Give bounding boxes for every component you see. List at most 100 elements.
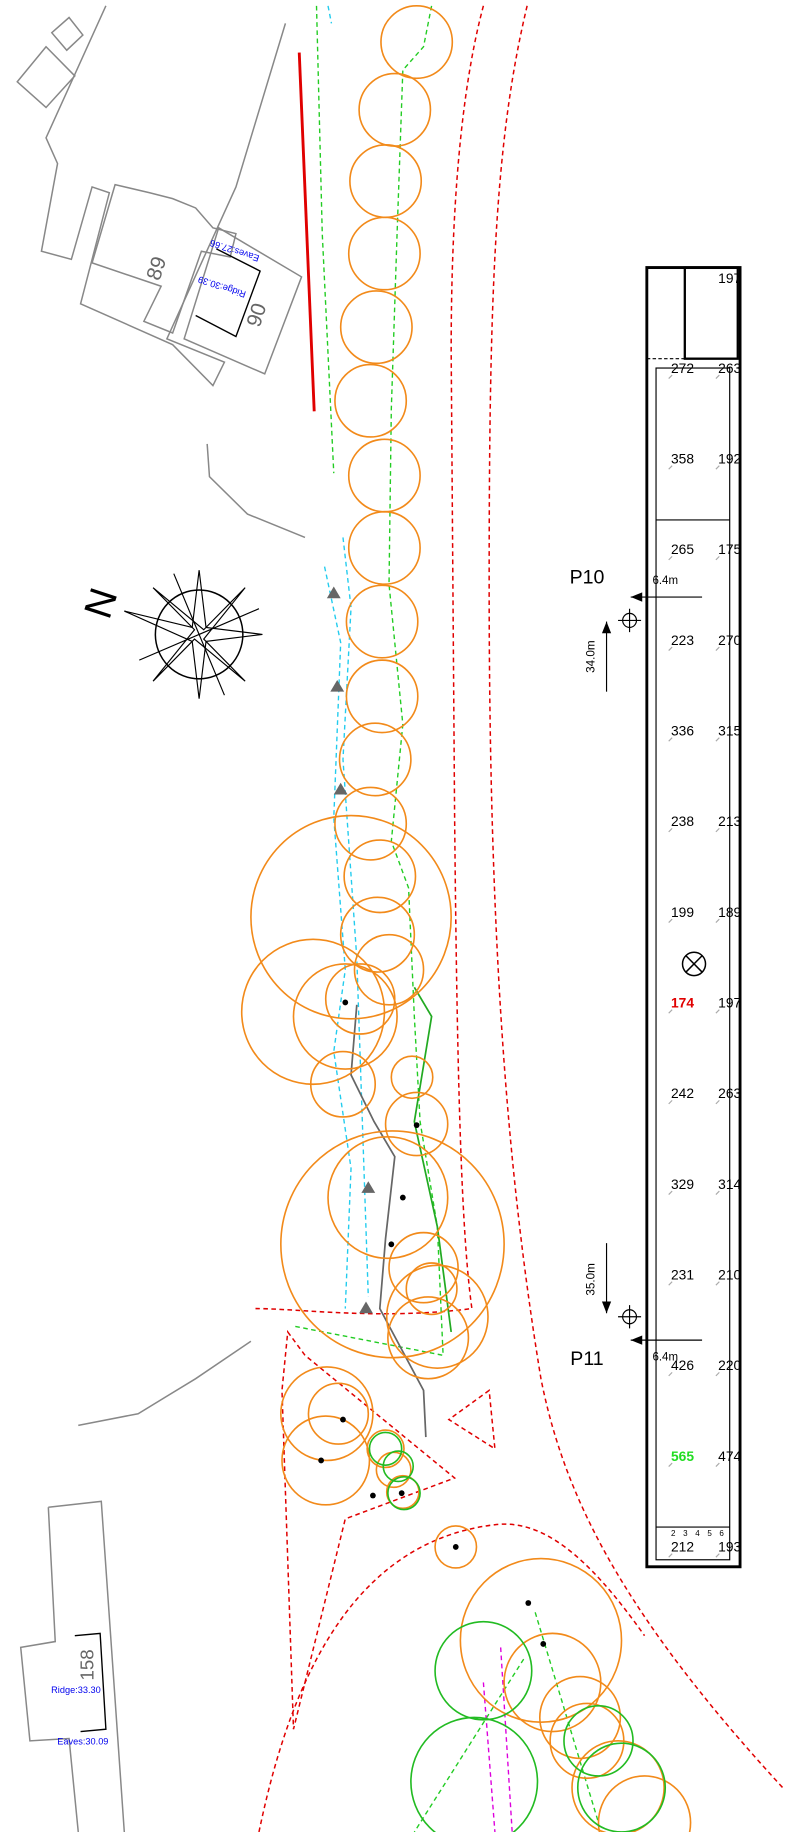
strip-value: 242 (671, 1085, 694, 1101)
tree-canopy (503, 1632, 602, 1733)
tick (668, 1009, 720, 1014)
offset-label: 6.4m (652, 575, 678, 587)
tree-canopy (240, 938, 386, 1086)
tree-canopy (281, 1415, 371, 1506)
tree-canopy (366, 1429, 405, 1469)
tree-trunk (388, 1241, 395, 1248)
scale-mark: 6 (719, 1529, 724, 1538)
north-label: N (76, 583, 126, 624)
tree-canopy (385, 1264, 489, 1369)
strip-value: 220 (718, 1357, 741, 1373)
tick (668, 1190, 720, 1195)
marker-p10: P10 6.4m 34.0m (570, 566, 703, 692)
strip-value: 263 (718, 360, 741, 376)
tree-canopy (334, 786, 408, 861)
marker-label: P10 (570, 566, 605, 588)
tree-canopy (388, 1231, 459, 1304)
strip-value: 197 (718, 270, 741, 286)
strip-value: 189 (718, 904, 741, 920)
building-outline (40, 5, 287, 387)
marker-label: P11 (570, 1348, 603, 1370)
tree-canopy (538, 1675, 622, 1760)
tick (668, 1553, 720, 1558)
tree-trunk (370, 1492, 376, 1499)
distance-label: 34.0m (586, 640, 598, 672)
tree-canopy (280, 1366, 374, 1462)
strip-value: 426 (671, 1357, 694, 1373)
house-number: 158 (77, 1649, 98, 1680)
buildings (16, 5, 306, 1832)
tree-trunk (399, 1194, 406, 1201)
tick (668, 1462, 720, 1467)
strip-value: 329 (671, 1176, 694, 1192)
scale-mark: 2 (671, 1529, 676, 1538)
tree-canopy (384, 1091, 449, 1157)
strip-value: 210 (718, 1266, 741, 1282)
tree-canopy (347, 510, 421, 586)
strip-value: 474 (718, 1448, 741, 1464)
strip-value: 358 (671, 450, 694, 466)
tree-canopy (347, 438, 421, 513)
scale-mark: 3 (683, 1529, 688, 1538)
tree-canopy (387, 1475, 421, 1511)
tree-trunk (398, 1490, 405, 1497)
boundary-line (297, 52, 316, 412)
tree-trunk (452, 1543, 459, 1550)
strip-value: 231 (671, 1266, 694, 1282)
house-number: 89 (142, 254, 171, 283)
roof-158 (74, 1632, 107, 1733)
tree-canopy (345, 584, 419, 659)
path (350, 1004, 427, 1438)
service-line (482, 1647, 513, 1832)
tree-canopy (324, 963, 396, 1035)
outbuildings (16, 16, 84, 109)
strip-value: 193 (718, 1538, 741, 1554)
service-line (315, 5, 335, 474)
strip-value: 336 (671, 722, 694, 738)
tick (668, 1281, 720, 1286)
tree-canopy (375, 1451, 412, 1489)
scale-mark: 4 (695, 1529, 700, 1538)
tree-canopy (339, 290, 413, 365)
tree-symbol (330, 679, 345, 692)
tree-canopy (382, 1450, 414, 1483)
tree-canopy (292, 963, 398, 1070)
tree-symbol (359, 1301, 373, 1314)
service-line (342, 537, 369, 1297)
tree-canopy (410, 1716, 539, 1832)
tree-canopy (390, 1055, 434, 1100)
strip-value: 263 (718, 1085, 741, 1101)
tree-symbol (326, 586, 341, 599)
height-label: Eaves:30.09 (57, 1736, 108, 1746)
tree-canopy (387, 1296, 470, 1380)
tree-canopy (434, 1525, 478, 1569)
tick (668, 374, 720, 379)
wall (206, 443, 306, 539)
trees (240, 5, 692, 1832)
tree-canopy (349, 144, 423, 219)
tick (668, 555, 720, 561)
strip-value: 192 (718, 450, 741, 466)
tree-trunk (413, 1122, 420, 1129)
tick (668, 1099, 720, 1105)
service-line (323, 5, 352, 1309)
marker-p11: P11 6.4m 35.0m (570, 1243, 703, 1370)
strip-value: 174 (671, 994, 694, 1010)
strip-value: 315 (718, 722, 741, 738)
tree-canopy (250, 814, 452, 1020)
scale-mark: 5 (707, 1529, 712, 1538)
house-number: 90 (242, 300, 271, 329)
tick (668, 827, 720, 833)
road-island (281, 1329, 457, 1730)
tree-trunk (540, 1640, 547, 1647)
house-89 (91, 183, 237, 334)
strip-value: 265 (671, 541, 694, 557)
tick (668, 465, 720, 470)
tree-trunk (525, 1600, 532, 1606)
tick (668, 737, 720, 742)
tick (668, 1371, 720, 1377)
tree-canopy (345, 659, 419, 734)
house-158 (19, 1500, 126, 1832)
tree-canopy (307, 1382, 370, 1445)
